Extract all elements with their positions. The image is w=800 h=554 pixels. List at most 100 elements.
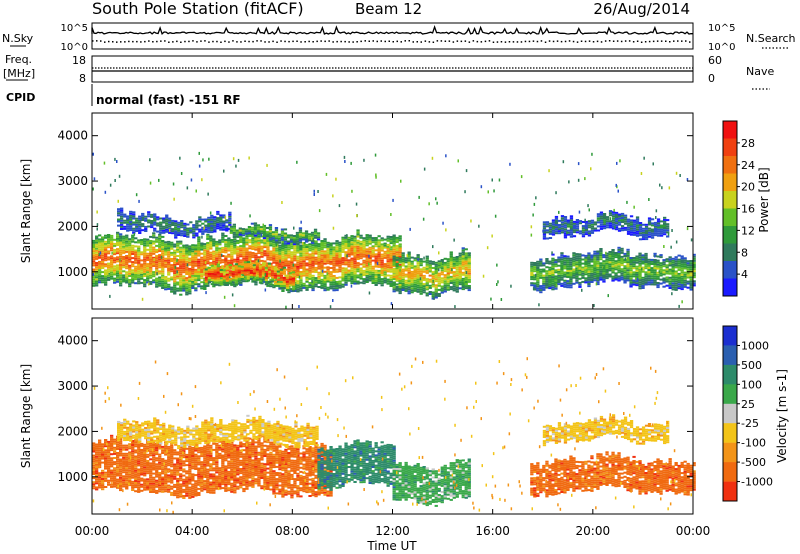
heatmap-cell [653,252,657,255]
heatmap-cell [344,247,348,250]
heatmap-cell [165,226,169,229]
noise-search-dot [400,41,402,43]
heatmap-cell [92,280,96,283]
heatmap-cell [614,254,618,256]
heatmap-cell [126,215,130,218]
heatmap-cell [442,221,444,225]
heatmap-cell [149,252,153,255]
heatmap-cell [383,263,387,266]
heatmap-cell [125,261,129,264]
heatmap-cell [161,248,165,251]
colorbar-segment [723,138,737,157]
heatmap-cell [611,261,615,264]
heatmap-cell [629,269,633,272]
heatmap-cell [317,281,321,284]
heatmap-cell [410,266,414,269]
heatmap-cell [158,262,162,265]
heatmap-cell [380,261,384,264]
heatmap-cell [338,268,342,271]
heatmap-cell [575,279,579,282]
heatmap-cell [554,215,559,218]
heatmap-cell [464,285,468,288]
heatmap-cell [434,284,438,287]
heatmap-cell [197,250,201,253]
heatmap-cell [683,285,687,288]
heatmap-cell [563,255,567,258]
heatmap-cell [611,223,616,226]
heatmap-cell [542,229,547,232]
noise-search-dot [532,40,535,42]
heatmap-cell [225,277,229,280]
heatmap-cell [218,259,222,262]
heatmap-cell [95,470,99,473]
heatmap-cell [451,268,453,272]
heatmap-cell [236,254,240,257]
heatmap-cell [350,280,354,283]
heatmap-cell [275,253,279,256]
heatmap-cell [572,256,576,259]
heatmap-cell [668,258,672,261]
heatmap-cell [283,236,288,239]
heatmap-cell [578,271,582,274]
heatmap-cell [407,253,411,256]
heatmap-cell [125,234,129,237]
heatmap-cell [290,243,294,246]
heatmap-cell [183,226,187,229]
heatmap-cell [632,267,636,270]
heatmap-cell [194,244,198,247]
heatmap-cell [289,234,294,237]
heatmap-cell [168,231,172,234]
heatmap-cell [548,262,552,265]
heatmap-cell [590,281,594,283]
heatmap-cell [252,270,257,273]
heatmap-cell [539,274,543,277]
heatmap-cell [301,234,306,237]
heatmap-cell [404,273,408,276]
heatmap-cell [278,265,282,268]
heatmap-cell [401,252,405,255]
heatmap-cell [189,231,193,234]
heatmap-cell [596,275,600,277]
heatmap-cell [575,227,580,230]
heatmap-cell [428,286,432,289]
heatmap-cell [398,255,402,258]
heatmap-cell [623,218,628,221]
heatmap-cell [281,255,285,258]
heatmap-cell [296,263,300,266]
heatmap-cell [383,250,387,253]
heatmap-cell [423,167,426,171]
heatmap-cell [132,227,136,230]
heatmap-cell [431,285,435,288]
noise-search-dot [628,40,631,42]
heatmap-cell [317,263,321,266]
heatmap-cell [380,280,384,283]
heatmap-cell [173,282,177,285]
heatmap-cell [323,283,327,286]
heatmap-cell [311,266,315,269]
heatmap-cell [626,265,630,268]
heatmap-cell [117,208,121,211]
heatmap-cell [170,268,174,271]
heatmap-cell [167,265,171,268]
heatmap-cell [587,262,591,265]
heatmap-cell [243,277,248,280]
heatmap-cell [554,277,558,280]
heatmap-cell [159,217,163,220]
heatmap-cell [341,246,345,249]
heatmap-cell [264,288,267,292]
heatmap-cell [101,238,105,241]
heatmap-cell [131,236,135,239]
heatmap-cell [683,271,687,274]
heatmap-cell [359,236,363,239]
heatmap-cell [419,264,423,267]
heatmap-cell [167,273,171,276]
heatmap-cell [176,269,180,272]
heatmap-cell [249,269,254,272]
heatmap-cell [107,465,111,468]
heatmap-cell [246,269,251,272]
noise-search-dot [677,40,679,42]
heatmap-cell [188,257,192,260]
heatmap-cell [383,244,387,247]
heatmap-cell [443,268,447,270]
